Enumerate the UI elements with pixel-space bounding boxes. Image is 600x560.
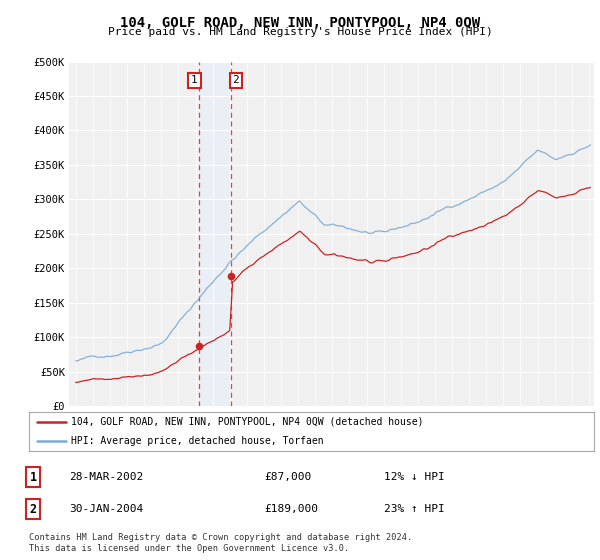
Text: HPI: Average price, detached house, Torfaen: HPI: Average price, detached house, Torf…	[71, 436, 324, 446]
Text: 23% ↑ HPI: 23% ↑ HPI	[384, 505, 445, 514]
Bar	[199, 62, 231, 406]
Text: £87,000: £87,000	[264, 473, 311, 482]
Text: 2: 2	[29, 503, 37, 516]
Text: 1: 1	[29, 471, 37, 484]
Text: Price paid vs. HM Land Registry's House Price Index (HPI): Price paid vs. HM Land Registry's House …	[107, 27, 493, 37]
Text: 1: 1	[191, 76, 198, 85]
Text: 30-JAN-2004: 30-JAN-2004	[69, 505, 143, 514]
Text: Contains HM Land Registry data © Crown copyright and database right 2024.
This d: Contains HM Land Registry data © Crown c…	[29, 533, 412, 553]
Text: 104, GOLF ROAD, NEW INN, PONTYPOOL, NP4 0QW (detached house): 104, GOLF ROAD, NEW INN, PONTYPOOL, NP4 …	[71, 417, 424, 427]
Text: 2: 2	[232, 76, 239, 85]
Text: £189,000: £189,000	[264, 505, 318, 514]
Text: 104, GOLF ROAD, NEW INN, PONTYPOOL, NP4 0QW: 104, GOLF ROAD, NEW INN, PONTYPOOL, NP4 …	[120, 16, 480, 30]
Text: 28-MAR-2002: 28-MAR-2002	[69, 473, 143, 482]
Text: 12% ↓ HPI: 12% ↓ HPI	[384, 473, 445, 482]
